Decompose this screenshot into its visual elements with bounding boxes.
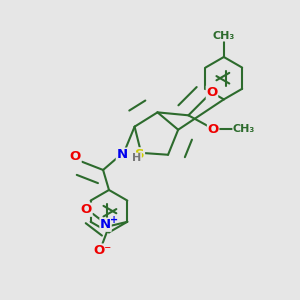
Text: N: N	[100, 218, 111, 231]
Text: CH₃: CH₃	[233, 124, 255, 134]
Text: H: H	[132, 153, 141, 163]
Text: +: +	[110, 215, 118, 225]
Text: S: S	[135, 148, 145, 161]
Text: CH₃: CH₃	[213, 31, 235, 41]
Text: O: O	[206, 86, 218, 99]
Text: O: O	[208, 123, 219, 136]
Text: N: N	[116, 148, 128, 161]
Text: O: O	[81, 203, 92, 216]
Text: O: O	[70, 150, 81, 163]
Text: O⁻: O⁻	[93, 244, 111, 257]
